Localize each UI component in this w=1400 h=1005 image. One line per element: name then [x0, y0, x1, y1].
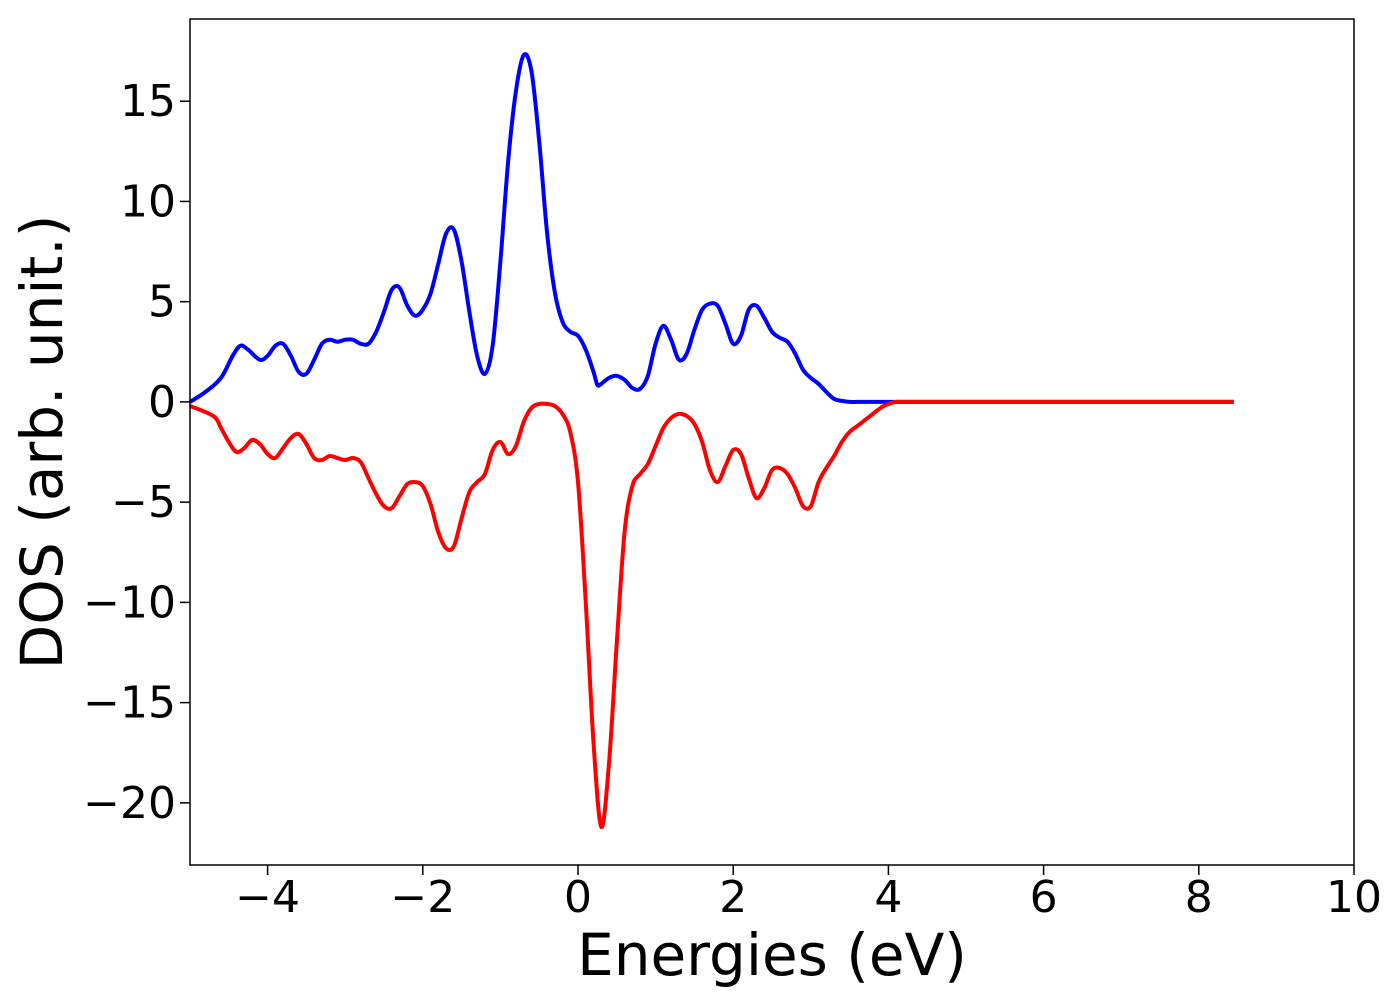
- x-tick-label: 0: [564, 872, 592, 923]
- x-tick-label: −2: [390, 872, 455, 923]
- y-tick-label: −15: [83, 678, 176, 729]
- series-line-blue: [188, 52, 1234, 404]
- x-tick-label: 4: [874, 872, 902, 923]
- x-axis-title: Energies (eV): [577, 921, 967, 989]
- x-tick-label: 8: [1185, 872, 1213, 923]
- series-line-red: [189, 399, 1234, 829]
- y-tick-label: −10: [83, 577, 176, 628]
- y-tick-label: −5: [111, 477, 176, 528]
- y-axis-title: DOS (arb. unit.): [8, 215, 76, 670]
- y-tick-label: 10: [120, 176, 176, 227]
- x-tick-label: −4: [235, 872, 300, 923]
- x-tick-label: 6: [1030, 872, 1058, 923]
- y-tick-label: 0: [148, 377, 176, 428]
- y-tick-label: 15: [120, 76, 176, 127]
- y-tick-label: 5: [148, 277, 176, 328]
- x-tick-label: 2: [719, 872, 747, 923]
- y-tick-label: −20: [83, 778, 176, 829]
- series-layer: [188, 52, 1234, 829]
- plot-frame: [189, 18, 1355, 866]
- x-tick-label: 10: [1326, 872, 1382, 923]
